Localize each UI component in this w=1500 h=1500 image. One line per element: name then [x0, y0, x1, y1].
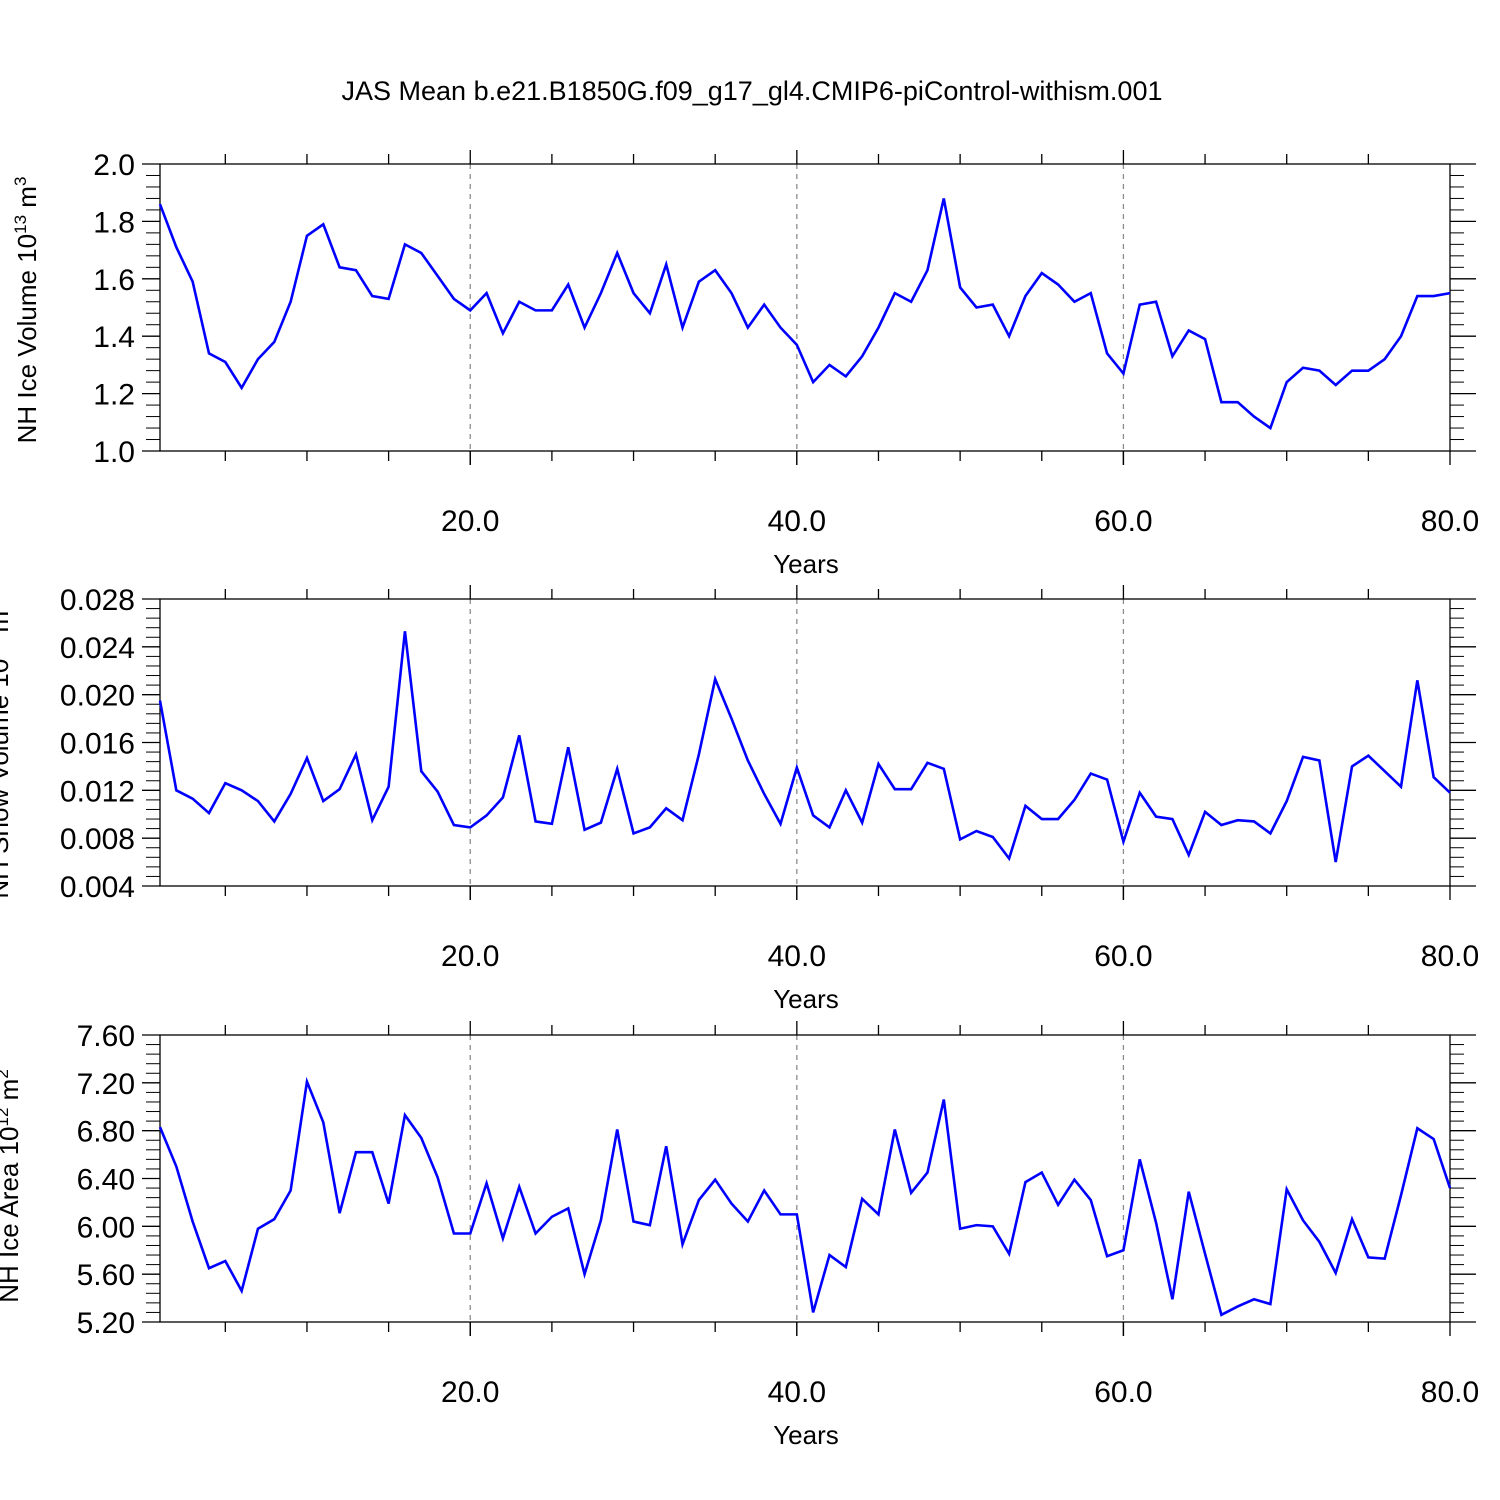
y-axis-title-exponent: 13 — [0, 640, 2, 659]
x-tick-label: 80.0 — [1421, 1376, 1479, 1409]
y-tick-label: 5.20 — [77, 1307, 135, 1340]
y-axis-title-text: NH Ice Area 10 — [0, 1126, 24, 1302]
y-axis-title-exponent: 12 — [0, 1108, 12, 1127]
y-tick-label: 1.6 — [93, 264, 135, 297]
y-tick-label: 5.60 — [77, 1259, 135, 1292]
x-tick-label: 40.0 — [768, 940, 826, 973]
plot-frame — [159, 163, 1451, 452]
y-axis-title-text: NH Ice Volume 10 — [12, 234, 42, 444]
panel-3: 5.20 5.60 6.00 6.40 6.80 7.20 7.60 20.0 40.0 60.0… — [0, 1020, 1479, 1450]
y-axis-title-unit-exponent: 3 — [11, 177, 30, 186]
y-axis-title: NH Ice Area 1012 m2 — [0, 1069, 24, 1303]
x-axis-title: Years — [773, 549, 839, 579]
y-tick-label: 0.020 — [60, 680, 135, 713]
y-tick-label: 0.008 — [60, 823, 135, 856]
y-tick-label: 0.016 — [60, 728, 135, 761]
y-tick-label: 6.80 — [77, 1116, 135, 1149]
series-line-1 — [158, 631, 1451, 863]
x-axis-title: Years — [773, 1420, 839, 1450]
y-tick-label: 1.2 — [93, 379, 135, 412]
figure-title: JAS Mean b.e21.B1850G.f09_g17_gl4.CMIP6-… — [342, 76, 1163, 106]
y-axis-title-unit: m — [12, 186, 42, 215]
y-tick-label: 7.60 — [77, 1020, 135, 1053]
y-axis-title-unit-exponent: 2 — [0, 1069, 12, 1078]
y-tick-label: 6.00 — [77, 1211, 135, 1244]
panel-1: 1.0 1.2 1.4 1.6 1.8 2.0 20.0 40.0 60.0 80.0 Years N… — [11, 149, 1479, 579]
y-tick-label: 0.024 — [60, 632, 135, 665]
y-tick-label: 1.4 — [93, 321, 135, 354]
plot-frame — [159, 598, 1451, 887]
x-tick-label: 40.0 — [768, 1376, 826, 1409]
series-line-1 — [158, 1076, 1452, 1317]
y-axis-title-group: NH Ice Volume 1013 m3 — [11, 177, 42, 444]
y-tick-label: 2.0 — [93, 149, 135, 182]
x-tick-label: 80.0 — [1421, 940, 1479, 973]
y-tick-label: 7.20 — [77, 1068, 135, 1101]
y-tick-label: 0.028 — [60, 584, 135, 617]
y-axis-title-unit: m — [0, 1079, 24, 1108]
x-tick-label: 20.0 — [441, 505, 499, 538]
x-tick-label: 40.0 — [768, 505, 826, 538]
x-axis-title: Years — [773, 984, 839, 1014]
y-axis-title: NH Snow Volume 1013 m3 — [0, 601, 14, 898]
y-tick-label: 0.012 — [60, 775, 135, 808]
y-axis-title-text: NH Snow Volume 10 — [0, 659, 14, 899]
x-tick-label: 60.0 — [1094, 505, 1152, 538]
x-tick-label: 80.0 — [1421, 505, 1479, 538]
x-tick-label: 60.0 — [1094, 1376, 1152, 1409]
y-tick-label: 0.004 — [60, 871, 135, 904]
plot-frame — [159, 1034, 1451, 1323]
y-tick-label: 1.8 — [93, 206, 135, 239]
y-tick-label: 6.40 — [77, 1164, 135, 1197]
y-tick-label: 1.0 — [93, 436, 135, 469]
y-axis-title-unit-exponent: 3 — [0, 601, 2, 610]
series-line-1 — [158, 198, 1451, 431]
y-axis-title: NH Ice Volume 1013 m3 — [11, 177, 42, 444]
panel-2: 0.004 0.008 0.012 0.016 0.020 0.024 0.028 20.0 4… — [0, 584, 1479, 1014]
x-tick-label: 60.0 — [1094, 940, 1152, 973]
x-tick-label: 20.0 — [441, 1376, 499, 1409]
y-axis-title-unit: m — [0, 611, 14, 640]
x-tick-label: 20.0 — [441, 940, 499, 973]
y-axis-title-exponent: 13 — [11, 215, 30, 234]
y-axis-title-group: NH Ice Area 1012 m2 — [0, 1069, 24, 1303]
y-axis-title-group: NH Snow Volume 1013 m3 — [0, 601, 14, 898]
